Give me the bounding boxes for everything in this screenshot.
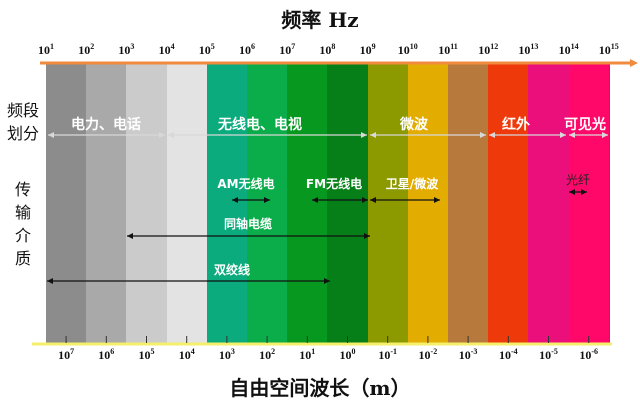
medium-fm-radio: FM无线电 bbox=[305, 177, 363, 191]
wavelength-tick-label: 105 bbox=[138, 347, 155, 362]
band-arrow-power-right-arrowhead bbox=[159, 132, 165, 138]
wavelength-tick-label: 102 bbox=[259, 347, 276, 362]
frequency-tick-label: 101 bbox=[38, 42, 54, 57]
band-visible: 可见光 bbox=[564, 117, 606, 133]
wavelength-tick-label: 101 bbox=[299, 347, 316, 362]
wavelength-tick-label: 10-6 bbox=[579, 347, 599, 362]
medium-twisted-pair: 双绞线 bbox=[213, 263, 251, 277]
frequency-tick-label: 1011 bbox=[438, 42, 458, 57]
wavelength-tick-label: 106 bbox=[98, 347, 115, 362]
spectrum-column bbox=[448, 64, 490, 343]
wavelength-tick-label: 10-5 bbox=[539, 347, 558, 362]
wavelength-tick-label: 107 bbox=[58, 347, 75, 362]
band-division-label: 频段 划分 bbox=[2, 99, 44, 145]
arrow-fm-right-arrowhead bbox=[362, 197, 368, 203]
frequency-tick-label: 106 bbox=[239, 42, 255, 57]
frequency-tick-label: 109 bbox=[359, 42, 376, 57]
spectrum-column bbox=[86, 64, 128, 343]
band-arrow-radio-right-arrowhead bbox=[361, 132, 367, 138]
frequency-tick-label: 107 bbox=[279, 42, 296, 57]
band-power-phone: 电力、电话 bbox=[71, 117, 141, 133]
wavelength-tick-label: 10-4 bbox=[498, 347, 518, 362]
arrow-am-left-arrowhead bbox=[232, 197, 238, 203]
frequency-tick-label: 105 bbox=[198, 42, 215, 57]
wavelength-tick-label: 10-2 bbox=[418, 347, 438, 362]
arrow-twisted-left-arrowhead bbox=[47, 278, 53, 284]
band-arrow-microwave-right-arrowhead bbox=[480, 132, 486, 138]
band-infrared: 红外 bbox=[502, 117, 530, 133]
wavelength-tick-label: 10-3 bbox=[458, 347, 478, 362]
medium-fiber: 光纤 bbox=[565, 173, 591, 187]
band-microwave: 微波 bbox=[400, 117, 428, 133]
wavelength-tick-label: 100 bbox=[339, 347, 356, 362]
spectrum-column bbox=[46, 64, 88, 343]
arrow-coax-right-arrowhead bbox=[364, 233, 370, 239]
frequency-tick-label: 104 bbox=[158, 42, 175, 57]
arrow-sat-right-arrowhead bbox=[434, 197, 440, 203]
wavelength-tick-label: 104 bbox=[178, 347, 195, 362]
band-arrow-visible-left-arrowhead bbox=[569, 132, 575, 138]
medium-am-radio: AM无线电 bbox=[217, 177, 275, 191]
label-line: 介 bbox=[14, 226, 31, 245]
arrow-fiber-right-arrowhead bbox=[581, 189, 587, 195]
frequency-tick-label: 102 bbox=[78, 42, 95, 57]
label-line: 质 bbox=[14, 249, 31, 268]
spectrum-column bbox=[206, 64, 248, 343]
wavelength-tick-label: 103 bbox=[218, 347, 235, 362]
band-arrow-microwave-left-arrowhead bbox=[370, 132, 376, 138]
band-arrow-power-left-arrowhead bbox=[48, 132, 54, 138]
arrow-fm-left-arrowhead bbox=[312, 197, 318, 203]
frequency-tick-label: 1014 bbox=[558, 42, 579, 57]
axis-arrow-icon bbox=[630, 59, 638, 67]
arrow-fiber-left-arrowhead bbox=[569, 189, 575, 195]
band-arrow-infrared-left-arrowhead bbox=[489, 132, 495, 138]
arrow-sat-left-arrowhead bbox=[370, 197, 376, 203]
transmission-medium-label: 传 输 介 质 bbox=[2, 178, 44, 270]
spectrum-column bbox=[528, 64, 570, 343]
arrow-am-right-arrowhead bbox=[264, 197, 270, 203]
frequency-tick-label: 1015 bbox=[598, 42, 619, 57]
arrow-coax-left-arrowhead bbox=[127, 233, 133, 239]
wavelength-tick-label: 10-1 bbox=[378, 347, 398, 362]
band-radio-tv: 无线电、电视 bbox=[218, 117, 302, 133]
frequency-tick-label: 1013 bbox=[518, 42, 539, 57]
arrow-twisted-right-arrowhead bbox=[324, 278, 330, 284]
medium-coax: 同轴电缆 bbox=[223, 217, 273, 231]
frequency-tick-label: 1010 bbox=[397, 42, 418, 57]
label-line: 频段 bbox=[6, 101, 39, 120]
label-line: 传 bbox=[14, 180, 31, 199]
frequency-tick-label: 1012 bbox=[478, 42, 499, 57]
band-arrow-radio-left-arrowhead bbox=[168, 132, 174, 138]
band-arrow-infrared-right-arrowhead bbox=[560, 132, 566, 138]
spectrum-column bbox=[568, 64, 610, 343]
label-line: 输 bbox=[14, 203, 31, 222]
label-line: 划分 bbox=[6, 124, 39, 143]
frequency-tick-label: 108 bbox=[319, 42, 336, 57]
frequency-title: 频率 Hz bbox=[281, 8, 359, 32]
spectrum-column bbox=[166, 64, 208, 343]
band-arrow-visible-right-arrowhead bbox=[602, 132, 608, 138]
frequency-tick-label: 103 bbox=[118, 42, 135, 57]
wavelength-title: 自由空间波长（m） bbox=[229, 376, 411, 400]
medium-satellite-microwave: 卫星/微波 bbox=[385, 177, 439, 191]
